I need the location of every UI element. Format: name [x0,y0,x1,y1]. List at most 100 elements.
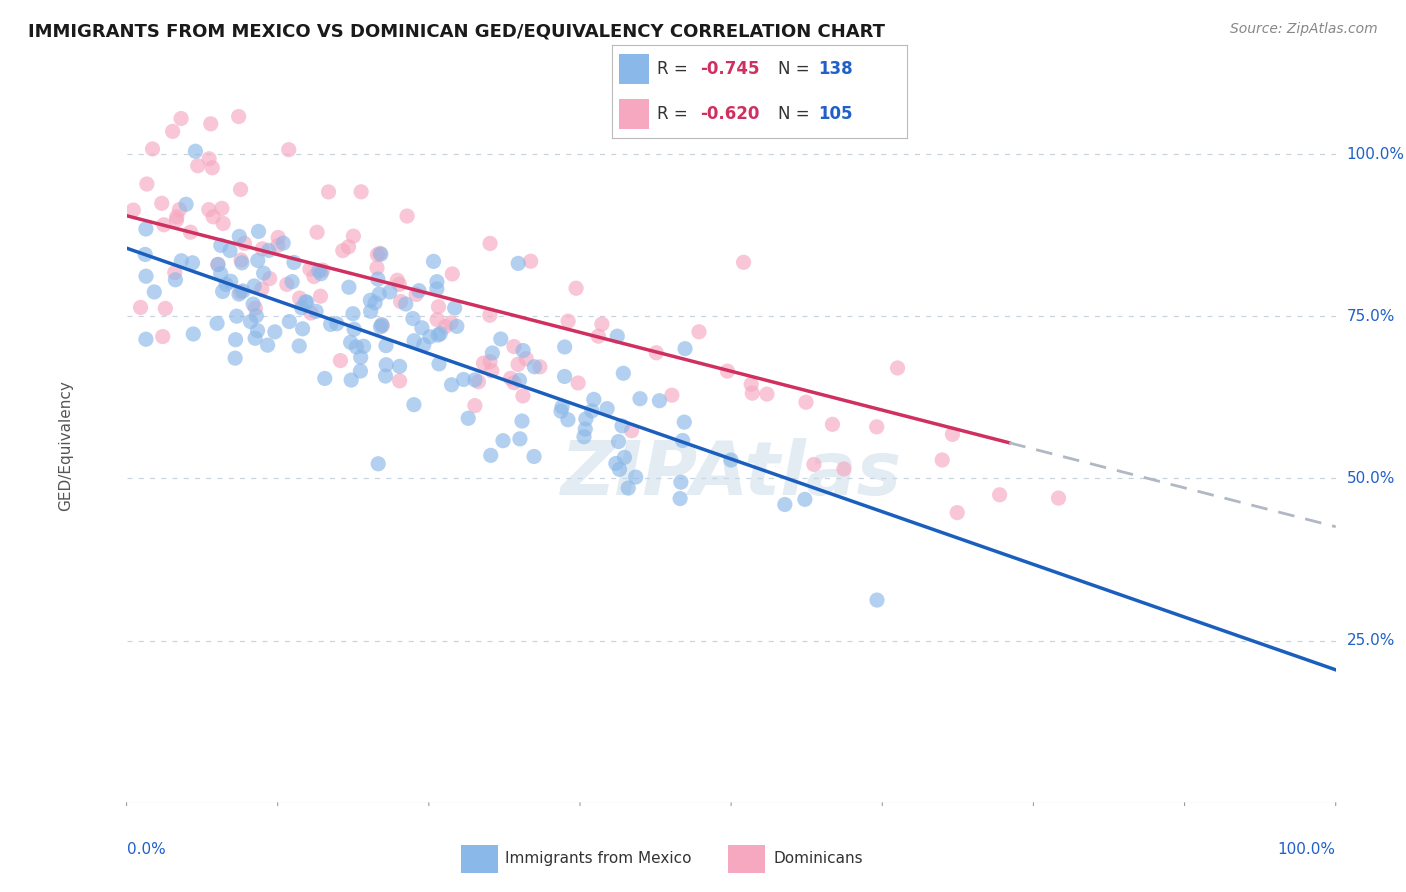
Point [773,498,796,512]
Point [314,371,336,385]
Point [489,332,512,346]
Point [129,301,152,315]
Point [565,281,588,295]
Point [510,414,533,428]
Point [440,377,463,392]
Point [375,338,398,352]
Text: Source: ZipAtlas.com: Source: ZipAtlas.com [1230,22,1378,37]
Point [281,275,304,289]
Point [202,210,225,224]
Point [596,401,619,416]
Point [201,161,224,175]
Point [426,282,449,296]
Bar [619,99,648,129]
Point [673,415,696,429]
Point [572,430,595,444]
Point [215,277,238,292]
Point [591,317,613,331]
Point [479,448,502,462]
Point [228,287,250,301]
Point [246,253,269,268]
Text: 0.0%: 0.0% [127,842,166,857]
Point [740,377,762,392]
Point [567,376,589,390]
Point [229,182,252,196]
Point [620,424,643,438]
Point [153,218,176,232]
Point [803,458,825,472]
Point [170,253,193,268]
Point [337,240,360,254]
Point [294,294,316,309]
Point [198,152,221,166]
Point [512,389,534,403]
Point [661,388,683,402]
Point [309,289,332,303]
Point [276,277,298,292]
Point [291,301,314,315]
Point [866,593,889,607]
Point [446,319,468,334]
Point [426,312,449,326]
Point [588,329,610,343]
Point [613,450,636,465]
Text: 25.0%: 25.0% [1347,633,1395,648]
Point [225,309,247,323]
Point [610,418,633,433]
Point [575,412,598,426]
Point [669,475,692,490]
Point [318,185,340,199]
Point [155,301,177,316]
Point [716,364,738,378]
Point [492,434,515,448]
Point [821,417,844,432]
Point [181,326,204,341]
Point [231,256,253,270]
Text: -0.620: -0.620 [700,105,759,123]
Point [229,253,252,268]
Point [299,306,322,320]
Point [443,301,465,315]
Point [307,225,329,239]
Point [946,506,969,520]
Point [364,296,387,310]
Point [367,272,389,286]
Point [366,248,388,262]
Point [506,357,529,371]
Point [388,277,411,292]
Point [368,246,391,260]
Point [941,427,963,442]
Point [366,260,388,275]
Point [211,202,233,216]
Point [378,285,401,299]
Point [343,322,366,336]
Point [256,338,278,352]
Point [370,247,392,261]
Point [402,311,425,326]
Point [271,236,294,251]
Point [371,318,394,332]
Point [581,404,603,418]
Point [371,318,394,333]
Point [359,293,381,308]
Point [253,266,276,280]
Point [239,315,262,329]
Point [503,340,526,354]
Point [135,177,157,191]
Bar [728,845,765,872]
Point [557,413,579,427]
Point [225,333,247,347]
Point [375,358,398,372]
Point [412,338,434,352]
Point [302,269,325,284]
Point [165,273,187,287]
Point [467,375,489,389]
Point [669,491,692,506]
Text: 75.0%: 75.0% [1347,309,1395,324]
Point [263,325,285,339]
Point [332,244,354,258]
Point [554,369,576,384]
Text: 100.0%: 100.0% [1278,842,1336,857]
Point [582,392,605,407]
Point [169,202,191,217]
